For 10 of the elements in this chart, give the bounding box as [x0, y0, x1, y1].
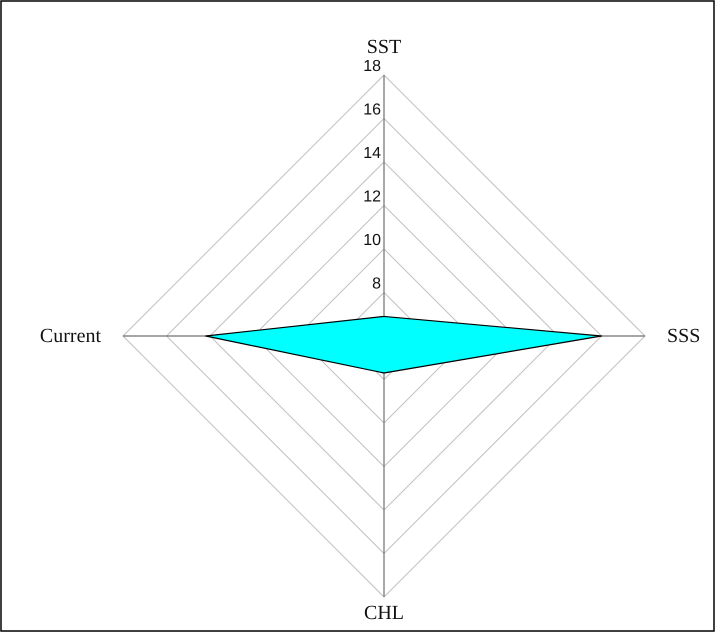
- y-tick-label: 12: [363, 188, 382, 206]
- spoke-label: SST: [366, 36, 402, 58]
- y-tick-label: 8: [372, 276, 382, 292]
- y-tick-label: 10: [363, 232, 382, 249]
- spoke-label: CHL: [364, 602, 404, 624]
- y-tick-label: 14: [363, 145, 382, 162]
- spoke-label: Current: [40, 325, 102, 347]
- y-tick-label: 16: [363, 102, 382, 118]
- spoke-label: SSS: [667, 325, 700, 347]
- y-tick-label: 18: [363, 58, 382, 75]
